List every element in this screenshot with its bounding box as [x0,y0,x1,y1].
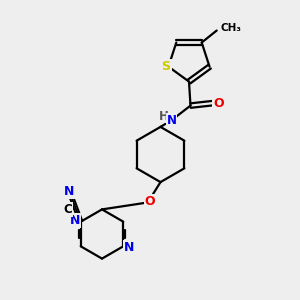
Text: H: H [159,110,169,123]
Text: O: O [145,195,155,208]
Text: N: N [64,184,74,198]
Text: O: O [213,97,224,110]
Text: N: N [124,241,134,254]
Text: S: S [162,60,171,73]
Text: N: N [70,214,80,227]
Text: CH₃: CH₃ [220,23,241,33]
Text: N: N [167,113,177,127]
Text: C: C [64,203,73,216]
